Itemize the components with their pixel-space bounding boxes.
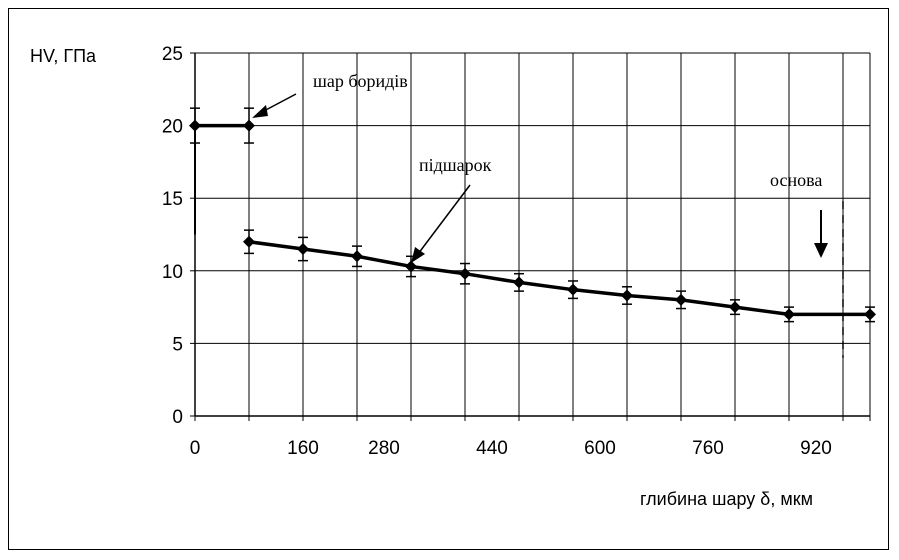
x-tick-label: 760 [692, 438, 724, 459]
y-tick-label: 25 [162, 44, 183, 65]
data-point [459, 267, 471, 280]
y-tick-label: 10 [162, 262, 183, 283]
x-tick-label: 920 [800, 438, 832, 459]
arrowhead-boride [252, 105, 268, 118]
annotation-boride-layer: шар боридів [313, 71, 408, 91]
data-point [405, 260, 417, 273]
y-tick-label: 0 [172, 407, 183, 428]
series-layer [189, 107, 876, 323]
annotation-arrow-sublayer [417, 184, 471, 255]
x-tick-label: 280 [368, 438, 400, 459]
data-point [783, 308, 795, 321]
annotation-sublayer: підшарок [419, 155, 492, 175]
x-tick-label: 600 [584, 438, 616, 459]
chart-frame [8, 8, 889, 550]
data-point [513, 276, 525, 289]
y-tick-label: 20 [162, 117, 183, 138]
arrowhead-sublayer [411, 247, 425, 263]
tick-labels: 0 5 10 15 20 25 0 160 280 440 600 760 920 [162, 44, 832, 459]
y-axis-label: HV, ГПа [30, 46, 97, 66]
annotation-base: основа [770, 170, 822, 190]
annotation-arrow-boride [261, 93, 297, 113]
data-point [351, 250, 363, 263]
data-point [297, 243, 309, 256]
x-axis-label: глибина шару δ, мкм [640, 489, 813, 509]
annotations: шар боридів підшарок основа [252, 71, 844, 358]
data-point [675, 293, 687, 306]
x-tick-label: 0 [190, 438, 201, 459]
grid [194, 52, 871, 417]
series-line-sublayer [248, 240, 870, 317]
axes [190, 52, 871, 421]
arrowhead-base [814, 243, 828, 258]
data-point [189, 119, 201, 132]
data-point [621, 289, 633, 302]
data-point [567, 283, 579, 296]
y-tick-label: 15 [162, 189, 183, 210]
data-point [243, 235, 255, 248]
y-tick-label: 5 [172, 334, 183, 355]
data-point [243, 119, 255, 132]
data-point [864, 308, 876, 321]
x-tick-label: 440 [476, 438, 508, 459]
data-point [729, 301, 741, 314]
x-tick-label: 160 [287, 438, 319, 459]
